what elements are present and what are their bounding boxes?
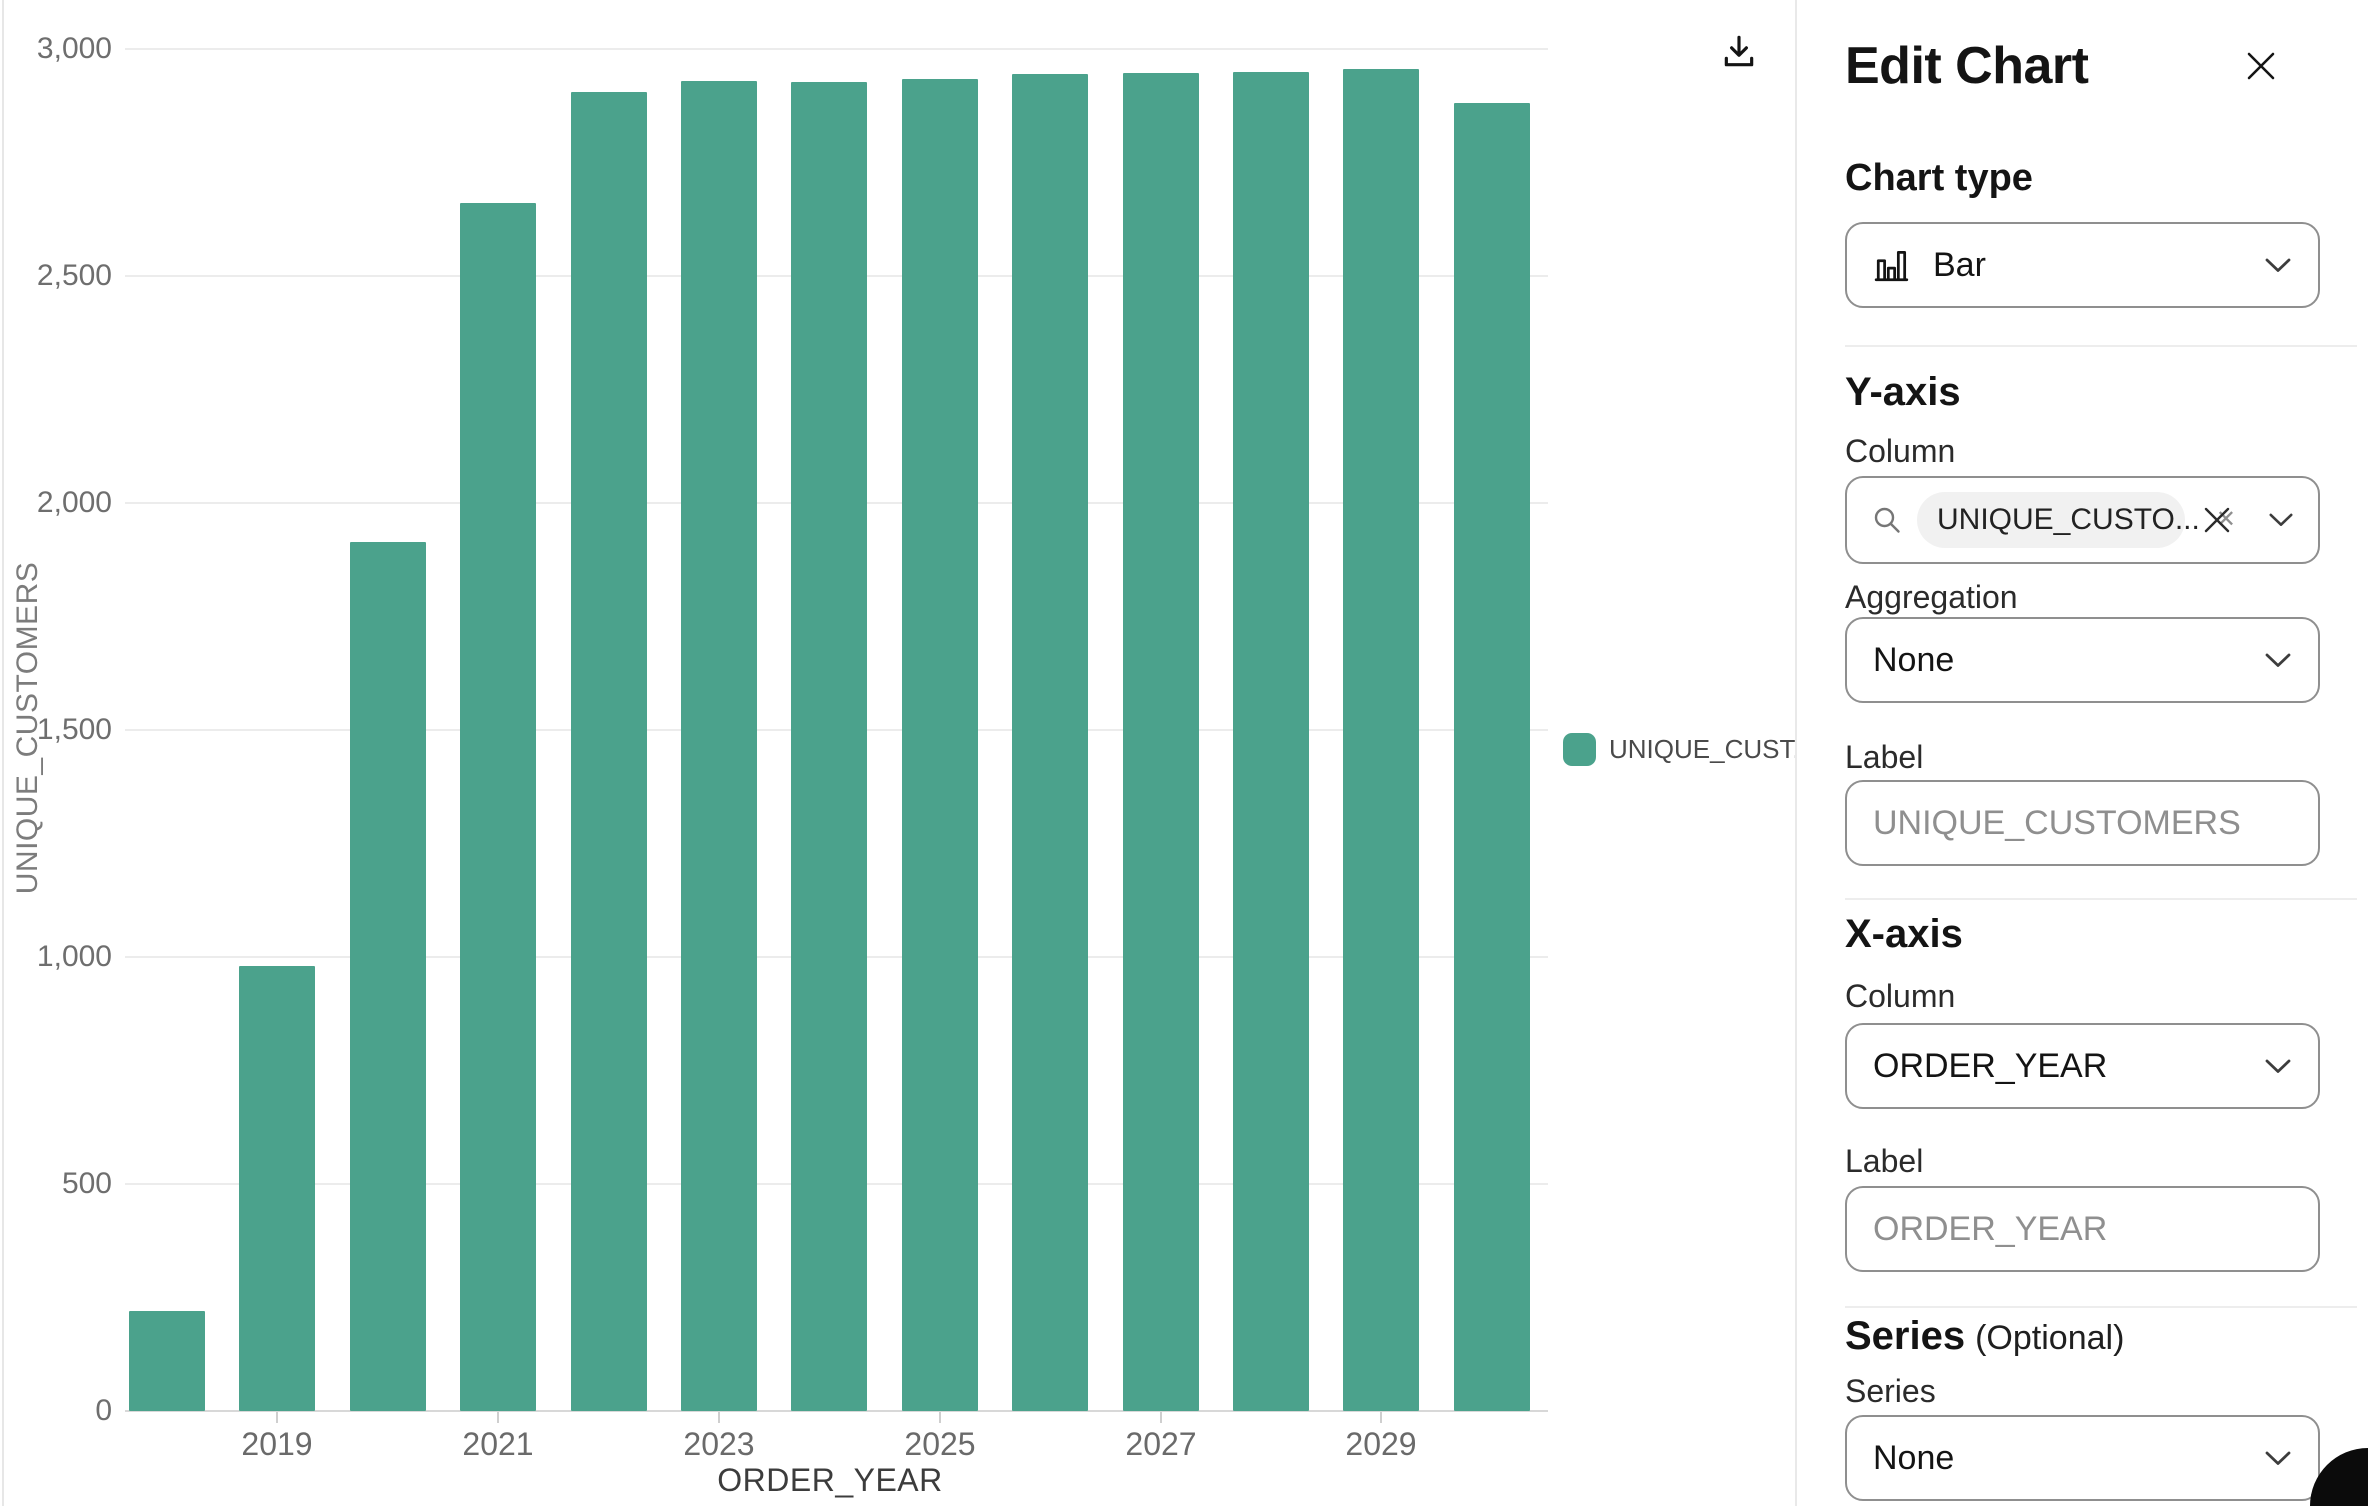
chevron-down-icon — [2264, 652, 2292, 669]
y-axis-heading: Y-axis — [1845, 370, 1961, 414]
y-tick-label: 0 — [95, 1394, 112, 1427]
y-tick-label: 2,500 — [36, 259, 112, 292]
series-heading-suffix: (Optional) — [1975, 1319, 2125, 1357]
x-tick-label: 2029 — [1345, 1426, 1417, 1462]
series-label: Series — [1845, 1373, 1936, 1409]
chart-canvas: 0 500 1,000 1,500 2,000 2,500 3,000 2019 2021 202… — [0, 0, 1814, 1506]
chevron-down-icon — [2264, 1058, 2292, 1075]
legend-swatch-icon — [1563, 733, 1596, 766]
x-axis-label-field — [1845, 1186, 2320, 1272]
gridline-y-3000 — [125, 48, 1548, 50]
bar-2018[interactable] — [129, 1311, 205, 1411]
bar-2028[interactable] — [1233, 72, 1309, 1411]
aggregation-label: Aggregation — [1845, 579, 2018, 615]
series-value: None — [1873, 1438, 1955, 1477]
chart-type-heading: Chart type — [1845, 157, 2033, 199]
y-tick-label: 1,000 — [36, 940, 112, 973]
series-select[interactable]: None — [1845, 1415, 2320, 1501]
bar-2026[interactable] — [1012, 74, 1088, 1411]
clear-x-icon — [2202, 505, 2232, 535]
y-tick-label: 1,500 — [36, 713, 112, 746]
chevron-down-icon — [2264, 257, 2292, 274]
bar-chart-icon — [1873, 246, 1911, 284]
gridline-y-0 — [125, 1410, 1548, 1412]
x-tick-label: 2023 — [683, 1426, 755, 1462]
y-axis-title: UNIQUE_CUSTOMERS — [11, 561, 44, 895]
x-tick — [1160, 1412, 1162, 1423]
y-axis-column-chip-label: UNIQUE_CUSTO... — [1937, 503, 2200, 536]
bar-2027[interactable] — [1123, 73, 1199, 1411]
y-axis-label-input[interactable] — [1873, 803, 2292, 843]
x-tick — [939, 1412, 941, 1423]
y-axis-label-field — [1845, 780, 2320, 866]
close-icon — [2244, 49, 2278, 83]
x-tick — [497, 1412, 499, 1423]
y-axis-label-label: Label — [1845, 739, 1924, 775]
bar-2023[interactable] — [681, 81, 757, 1411]
download-icon — [1720, 32, 1758, 70]
x-tick — [718, 1412, 720, 1423]
separator — [1845, 345, 2357, 347]
chart-type-select[interactable]: Bar — [1845, 222, 2320, 308]
x-axis-title: ORDER_YEAR — [717, 1462, 943, 1498]
chevron-down-icon — [2268, 512, 2294, 528]
bar-2021[interactable] — [460, 203, 536, 1411]
x-tick-label: 2019 — [241, 1426, 313, 1462]
x-axis-column-select[interactable]: ORDER_YEAR — [1845, 1023, 2320, 1109]
legend-item[interactable]: UNIQUE_CUST... — [1563, 733, 1814, 766]
clear-selection-button[interactable] — [2202, 505, 2232, 535]
x-axis-column-label: Column — [1845, 978, 1956, 1014]
bar-2019[interactable] — [239, 966, 315, 1411]
chevron-down-icon — [2264, 1450, 2292, 1467]
bar-2030[interactable] — [1454, 103, 1530, 1411]
x-tick-label: 2021 — [462, 1426, 534, 1462]
download-button[interactable] — [1710, 22, 1768, 80]
separator — [1845, 1306, 2357, 1308]
x-axis-column-value: ORDER_YEAR — [1873, 1046, 2108, 1085]
series-heading: Series (Optional) — [1845, 1312, 2124, 1360]
x-axis-label-input[interactable] — [1873, 1209, 2292, 1249]
y-axis-column-chip[interactable]: UNIQUE_CUSTO... ✕ — [1917, 492, 2236, 548]
bar-2020[interactable] — [350, 542, 426, 1411]
y-tick-label: 500 — [61, 1167, 112, 1200]
bar-2029[interactable] — [1343, 69, 1419, 1411]
x-tick-label: 2025 — [904, 1426, 976, 1462]
chart-type-value: Bar — [1933, 245, 1986, 284]
x-axis-label-label: Label — [1845, 1143, 1924, 1179]
aggregation-value: None — [1873, 640, 1955, 679]
y-axis-column-label: Column — [1845, 433, 1956, 469]
separator — [1845, 898, 2357, 900]
close-button[interactable] — [2235, 40, 2287, 92]
y-axis-column-select[interactable]: UNIQUE_CUSTO... ✕ — [1845, 476, 2320, 564]
y-tick-label: 3,000 — [36, 32, 112, 65]
bar-2022[interactable] — [571, 92, 647, 1411]
x-tick-label: 2027 — [1125, 1426, 1197, 1462]
legend-label: UNIQUE_CUST... — [1609, 734, 1815, 764]
search-icon — [1871, 504, 1903, 536]
panel-title: Edit Chart — [1845, 37, 2089, 95]
x-tick — [1380, 1412, 1382, 1423]
x-axis-heading: X-axis — [1845, 912, 1963, 956]
series-heading-text: Series — [1845, 1314, 1966, 1358]
x-tick — [276, 1412, 278, 1423]
edit-chart-panel: Edit Chart Chart type Bar Y-axis Colum — [1795, 0, 2368, 1506]
left-edge-divider — [2, 0, 4, 1506]
bar-2025[interactable] — [902, 79, 978, 1411]
bar-2024[interactable] — [791, 82, 867, 1411]
y-tick-label: 2,000 — [36, 486, 112, 519]
aggregation-select[interactable]: None — [1845, 617, 2320, 703]
